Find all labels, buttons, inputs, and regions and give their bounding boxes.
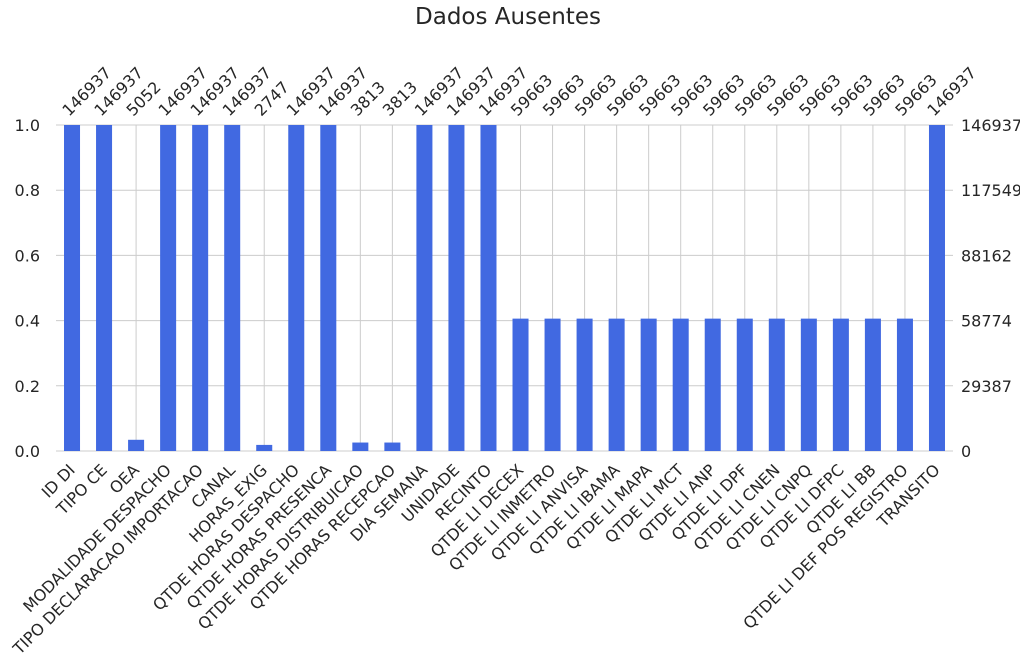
- bar-3: [160, 125, 177, 451]
- bar-7: [288, 125, 305, 451]
- bar-15: [544, 318, 561, 451]
- bar-14: [512, 318, 529, 451]
- left-tick-label: 0.6: [15, 246, 40, 265]
- left-y-axis: 0.0 0.2 0.4 0.6 0.8 1.0: [15, 116, 40, 461]
- bar-19: [672, 318, 689, 451]
- bar-18: [640, 318, 657, 451]
- bar-11: [416, 125, 433, 451]
- bar-8: [320, 125, 337, 451]
- bar-23: [800, 318, 817, 451]
- bar-0: [64, 125, 81, 451]
- category-label: TIPO DECLARACAO IMPORTACAO: [9, 460, 207, 658]
- left-tick-label: 0.2: [15, 377, 40, 396]
- bar-21: [736, 318, 753, 451]
- right-tick-label: 0: [961, 442, 971, 461]
- bar-20: [704, 318, 721, 451]
- left-tick-label: 0.8: [15, 181, 40, 200]
- bar-25: [864, 318, 881, 451]
- bar-26: [896, 318, 913, 451]
- right-tick-label: 117549: [961, 181, 1020, 200]
- right-tick-label: 29387: [961, 377, 1012, 396]
- bar-9: [352, 442, 369, 451]
- grid-layer: [56, 124, 953, 452]
- bar-6: [256, 444, 273, 451]
- bar-4: [192, 125, 209, 451]
- right-tick-label: 88162: [961, 246, 1012, 265]
- bar-13: [480, 125, 497, 451]
- left-tick-label: 0.4: [15, 312, 40, 331]
- right-y-axis: 0 29387 58774 88162 117549 146937: [961, 116, 1020, 461]
- right-tick-label: 146937: [961, 116, 1020, 135]
- chart-title: Dados Ausentes: [415, 4, 601, 30]
- bar-12: [448, 125, 465, 451]
- bar-5: [224, 125, 241, 451]
- bar-22: [768, 318, 785, 451]
- bar-layer: [64, 125, 945, 451]
- bar-2: [128, 439, 145, 451]
- bar-1: [96, 125, 113, 451]
- bar-27: [928, 125, 945, 451]
- left-tick-label: 0.0: [15, 442, 40, 461]
- bar-16: [576, 318, 593, 451]
- bar-24: [832, 318, 849, 451]
- left-tick-label: 1.0: [15, 116, 40, 135]
- bar-17: [608, 318, 625, 451]
- count-label: 3813: [379, 78, 421, 120]
- bar-10: [384, 442, 401, 451]
- right-tick-label: 58774: [961, 312, 1012, 331]
- count-labels: 1469371469375052146937146937146937274714…: [58, 63, 980, 120]
